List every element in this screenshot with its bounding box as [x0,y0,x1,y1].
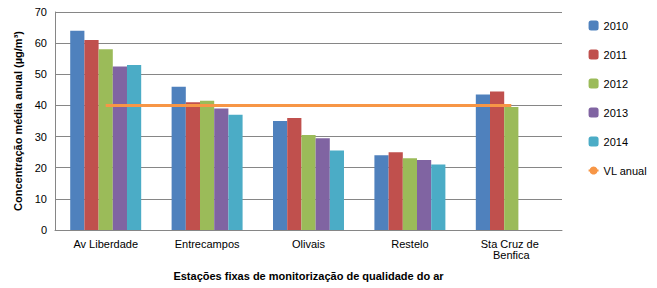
svg-text:VL anual: VL anual [604,165,647,177]
svg-text:2010: 2010 [604,20,628,32]
svg-text:Olivais: Olivais [292,238,326,250]
svg-text:Benfica: Benfica [493,249,531,261]
svg-text:40: 40 [35,99,47,111]
svg-text:Restelo: Restelo [391,238,428,250]
svg-text:0: 0 [41,224,47,236]
svg-text:2013: 2013 [604,107,628,119]
svg-text:20: 20 [35,162,47,174]
svg-text:Av Liberdade: Av Liberdade [73,238,138,250]
svg-text:Concentração média anual (µg/m: Concentração média anual (µg/m³) [12,31,24,211]
svg-text:70: 70 [35,6,47,18]
svg-text:10: 10 [35,193,47,205]
svg-text:Estações fixas de monitorizaçã: Estações fixas de monitorização de quali… [173,270,444,282]
svg-text:Sta Cruz de: Sta Cruz de [480,237,542,250]
svg-text:2014: 2014 [604,136,628,148]
svg-text:50: 50 [35,68,47,80]
svg-text:60: 60 [35,37,47,49]
svg-text:2011: 2011 [604,49,628,61]
svg-text:Entrecampos: Entrecampos [175,238,240,250]
svg-text:30: 30 [35,131,47,143]
svg-text:2012: 2012 [604,78,628,90]
